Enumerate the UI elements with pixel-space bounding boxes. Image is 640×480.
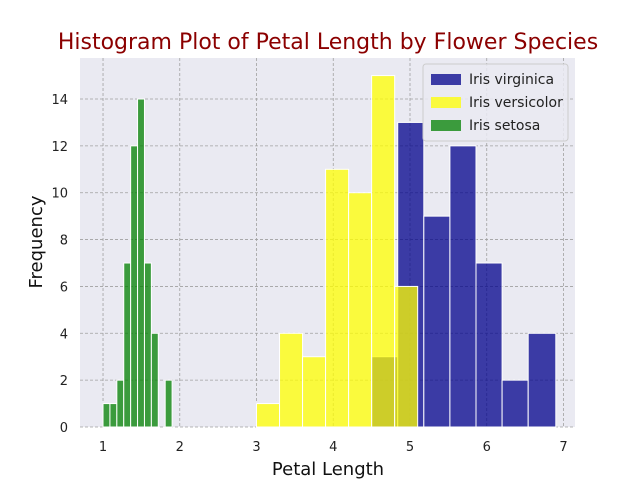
histogram-bar-iris-setosa (143, 262, 152, 428)
x-axis-label: Petal Length (272, 459, 384, 480)
y-tick-label: 4 (60, 327, 68, 342)
x-tick-label: 6 (483, 440, 491, 455)
histogram-bar-iris-setosa (123, 262, 132, 428)
y-tick-label: 12 (51, 140, 68, 155)
y-tick-label: 6 (60, 280, 68, 295)
y-tick-label: 8 (60, 234, 68, 249)
histogram-bar-iris-setosa (109, 403, 118, 428)
x-tick-label: 5 (406, 440, 414, 455)
histogram-bar-iris-versicolor (371, 75, 396, 428)
legend-label-iris-setosa: Iris setosa (469, 118, 540, 134)
histogram-bar-iris-virginica (501, 379, 529, 428)
legend-label-iris-versicolor: Iris versicolor (469, 95, 563, 111)
chart-title: Histogram Plot of Petal Length by Flower… (58, 30, 598, 55)
histogram-bar-iris-virginica (475, 262, 503, 428)
x-tick-label: 2 (176, 440, 184, 455)
histogram-bar-iris-setosa (150, 332, 159, 428)
legend: Iris virginica Iris versicolor Iris setosa (422, 63, 569, 142)
histogram-bar-iris-virginica (527, 332, 557, 428)
x-tick-label: 4 (329, 440, 337, 455)
histogram-bar-iris-virginica (423, 215, 451, 428)
histogram-bar-iris-versicolor (348, 192, 373, 428)
x-axis-ticks: 1 2 3 4 5 6 7 (99, 440, 568, 455)
histogram-bar-iris-setosa (116, 379, 125, 428)
histogram-bar-iris-setosa (130, 145, 139, 428)
histogram-bar-iris-setosa (102, 403, 111, 428)
legend-label-iris-virginica: Iris virginica (469, 72, 554, 88)
histogram-bar-iris-versicolor (256, 403, 281, 428)
x-tick-label: 3 (252, 440, 260, 455)
histogram-bar-iris-versicolor (279, 332, 304, 428)
y-tick-label: 14 (51, 93, 68, 108)
y-tick-label: 2 (60, 374, 68, 389)
histogram-bar-iris-versicolor (394, 285, 419, 428)
y-tick-label: 0 (60, 421, 68, 436)
histogram-bars (102, 75, 557, 428)
histogram-bar-iris-versicolor (325, 168, 350, 428)
y-tick-label: 10 (51, 187, 68, 202)
x-tick-label: 1 (99, 440, 107, 455)
legend-swatch-iris-setosa (431, 120, 461, 131)
y-axis-ticks: 0 2 4 6 8 10 12 14 (51, 93, 68, 436)
x-tick-label: 7 (559, 440, 567, 455)
histogram-bar-iris-virginica (449, 145, 477, 428)
histogram-bar-iris-versicolor (302, 356, 327, 428)
histogram-bar-iris-setosa (164, 379, 173, 428)
legend-swatch-iris-versicolor (431, 97, 461, 108)
histogram-bar-iris-setosa (137, 98, 145, 428)
y-axis-label: Frequency (26, 195, 47, 288)
legend-swatch-iris-virginica (431, 74, 461, 85)
